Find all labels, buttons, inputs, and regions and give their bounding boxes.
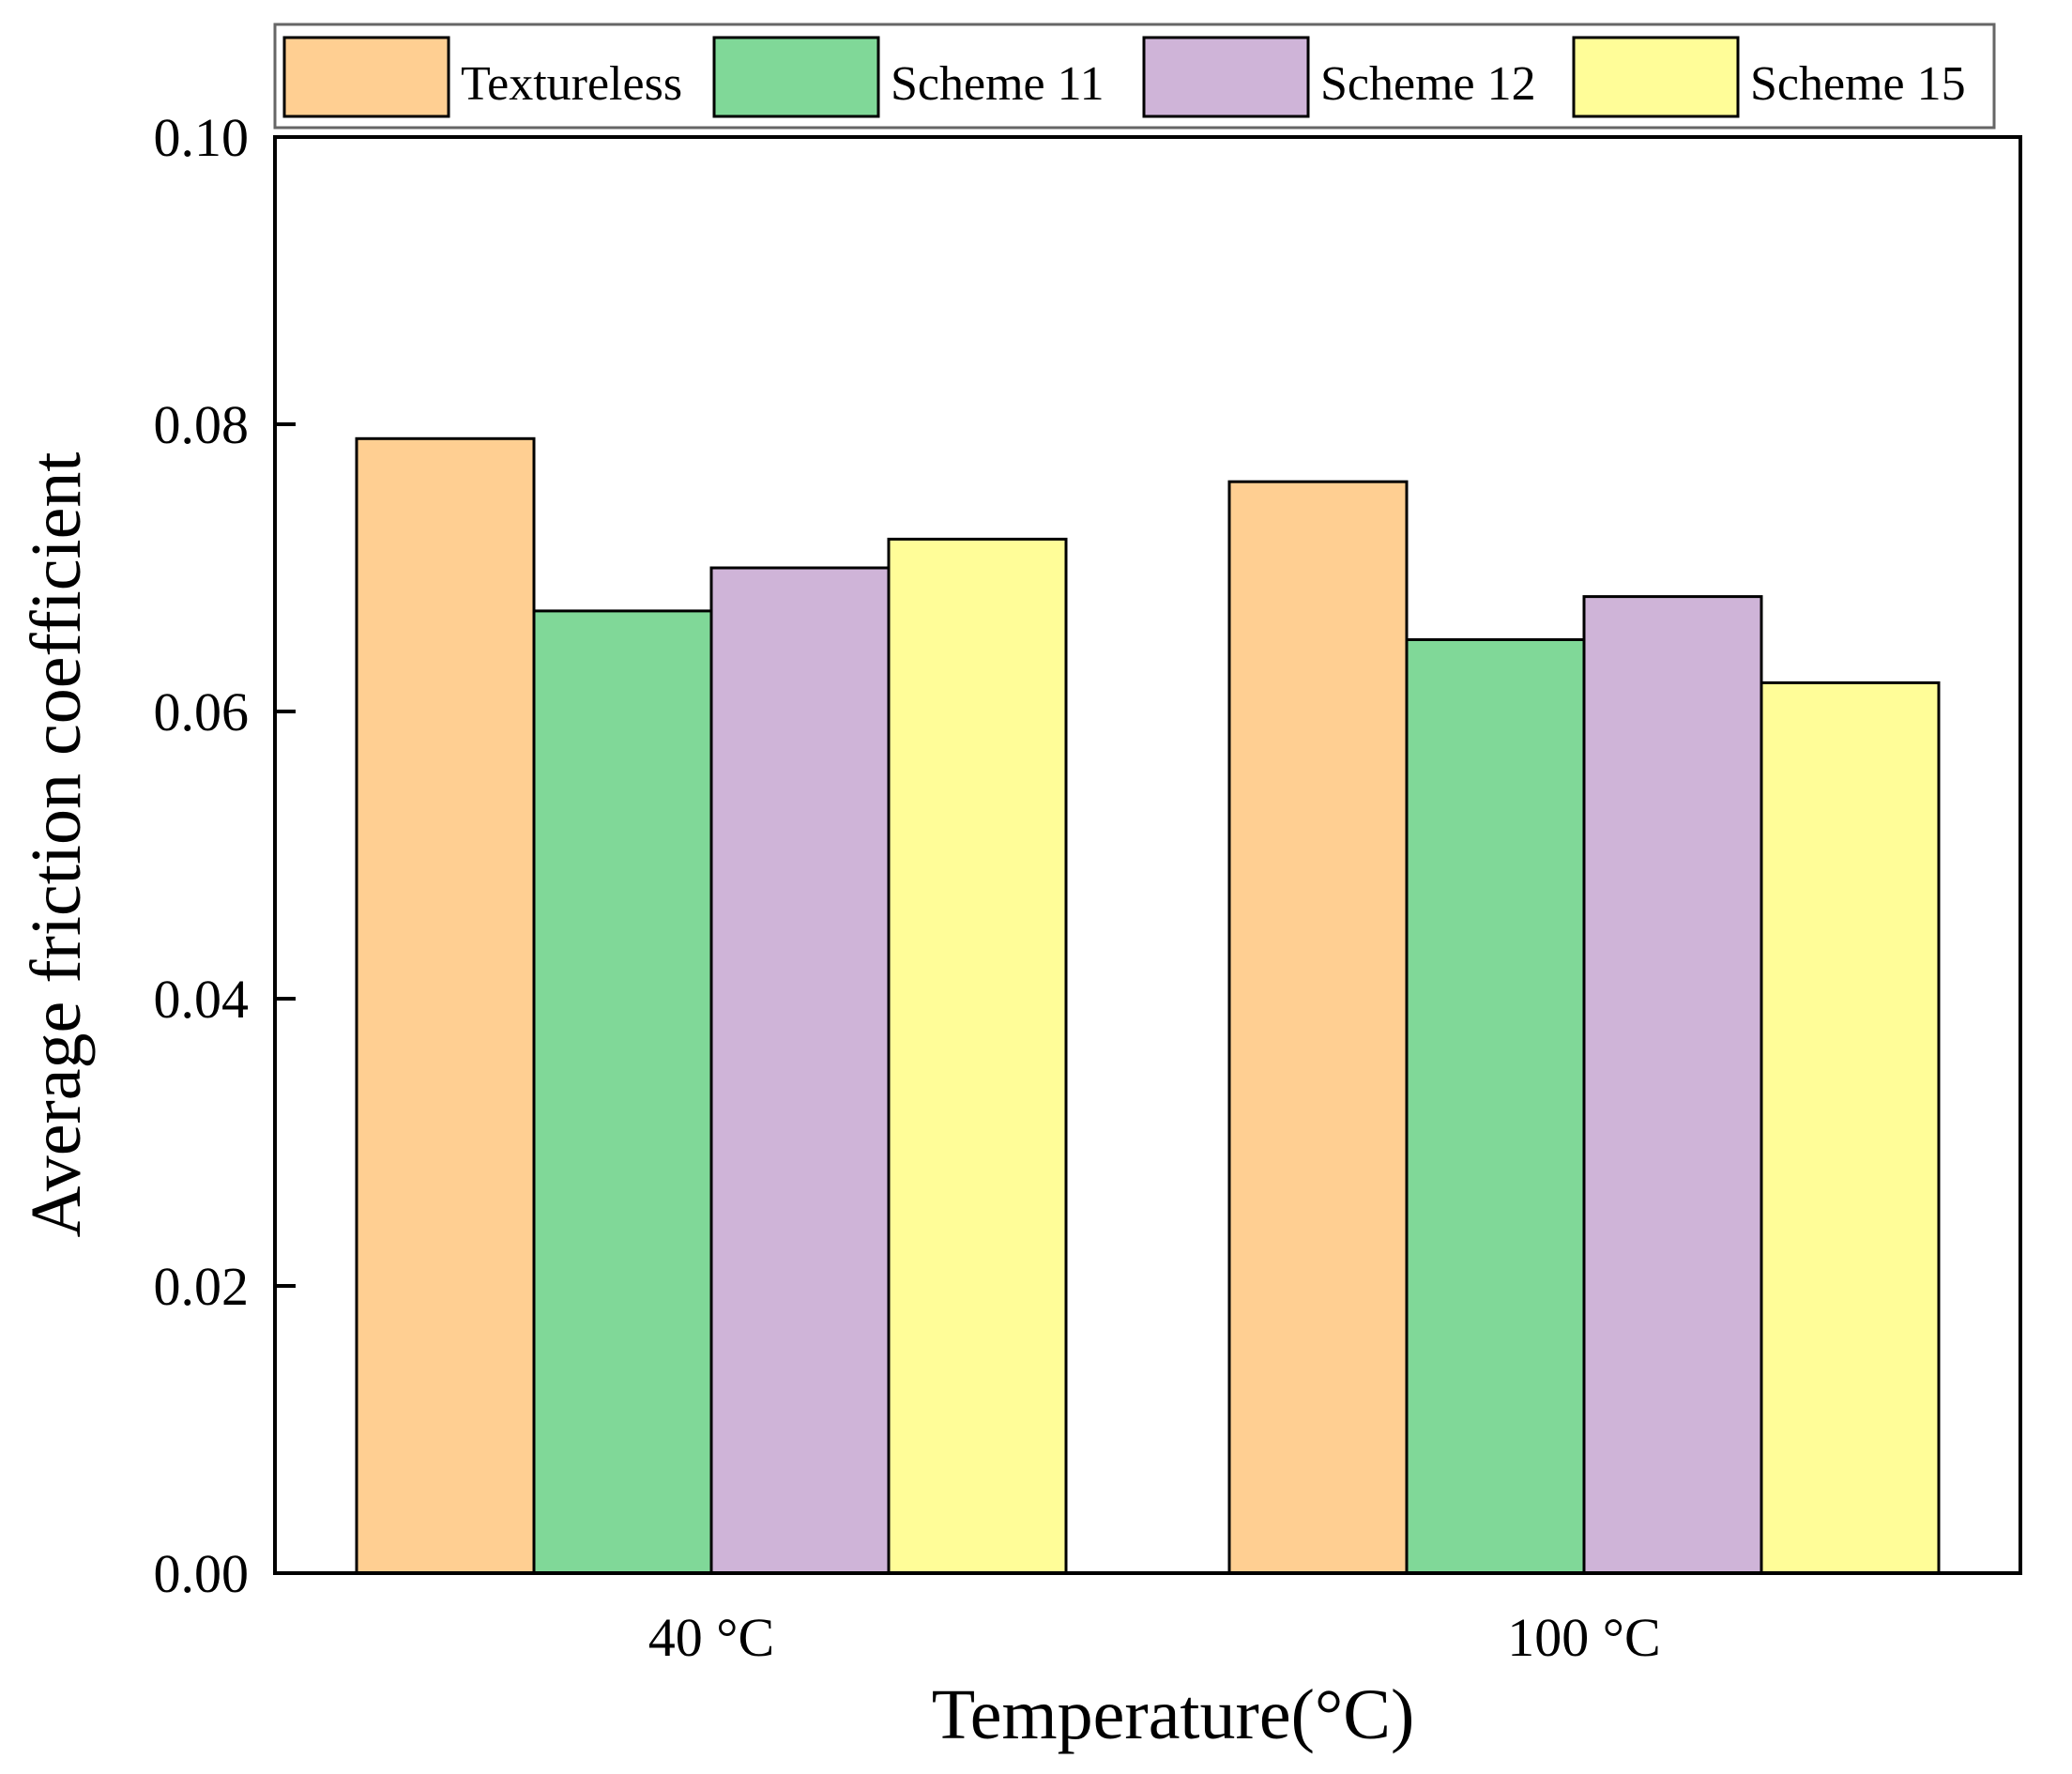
y-tick-label: 0.06 [154, 681, 250, 742]
bar-scheme-11-0 [532, 609, 713, 1575]
y-tick-label: 0.00 [154, 1543, 250, 1604]
legend-swatch [282, 36, 450, 118]
legend-label: Scheme 11 [891, 57, 1105, 111]
y-axis-title: Average friction coefficient [17, 452, 96, 1238]
legend-label: Scheme 15 [1750, 57, 1966, 111]
legend-label: Scheme 12 [1320, 57, 1536, 111]
y-axis: 0.00 0.02 0.04 0.06 0.08 0.10 [154, 107, 296, 1604]
legend-swatch [1572, 36, 1740, 118]
bar-scheme-11-1 [1405, 638, 1586, 1575]
x-axis-title: Temperature(°C) [932, 1675, 1415, 1754]
y-tick-label: 0.04 [154, 969, 250, 1030]
bar-scheme-15-0 [887, 537, 1068, 1575]
bars [355, 436, 1941, 1575]
y-tick-label: 0.02 [154, 1256, 250, 1317]
bar-scheme-15-1 [1760, 681, 1941, 1575]
plot-frame [273, 135, 2022, 1575]
x-tick-label: 100 °C [1507, 1607, 1660, 1668]
x-axis: 40 °C 100 °C [648, 1607, 1661, 1668]
legend: Textureless Scheme 11 Scheme 12 Scheme 15 [273, 23, 1996, 130]
bar-scheme-12-0 [709, 566, 891, 1575]
legend-swatch [712, 36, 880, 118]
bar-textureless-1 [1227, 480, 1409, 1575]
legend-swatch [1142, 36, 1310, 118]
bar-textureless-0 [355, 436, 536, 1575]
y-tick-label: 0.08 [154, 394, 250, 455]
y-tick-label: 0.10 [154, 107, 250, 168]
x-tick-label: 40 °C [648, 1607, 774, 1668]
bar-scheme-12-1 [1582, 595, 1763, 1575]
legend-label: Textureless [461, 57, 682, 111]
